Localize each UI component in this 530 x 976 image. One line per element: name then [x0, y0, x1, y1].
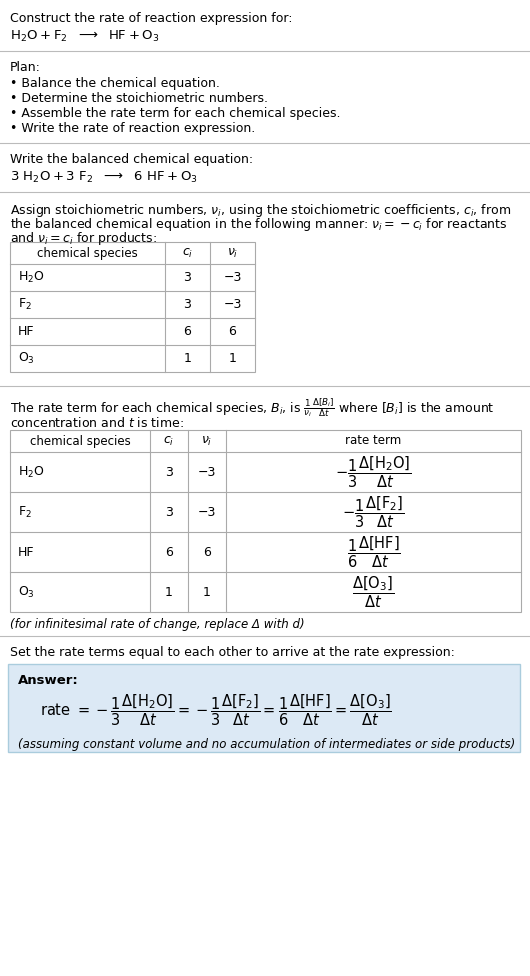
Text: (for infinitesimal rate of change, replace Δ with d): (for infinitesimal rate of change, repla…	[10, 618, 305, 631]
Text: $\mathregular{H_2O + F_2}$  $\longrightarrow$  $\mathregular{HF + O_3}$: $\mathregular{H_2O + F_2}$ $\longrightar…	[10, 29, 160, 44]
Text: and $\nu_i = c_i$ for products:: and $\nu_i = c_i$ for products:	[10, 230, 157, 247]
Text: 3: 3	[183, 271, 191, 284]
Bar	[8, 664, 520, 752]
Text: concentration and $t$ is time:: concentration and $t$ is time:	[10, 416, 184, 430]
Text: −3: −3	[198, 506, 216, 518]
Text: Answer:: Answer:	[18, 674, 79, 687]
Text: Plan:: Plan:	[10, 61, 41, 74]
Text: 3: 3	[165, 466, 173, 478]
Text: chemical species: chemical species	[37, 247, 138, 260]
Text: Construct the rate of reaction expression for:: Construct the rate of reaction expressio…	[10, 12, 293, 25]
Text: $-\dfrac{1}{3}\dfrac{\Delta[\mathrm{H_2O}]}{\Delta t}$: $-\dfrac{1}{3}\dfrac{\Delta[\mathrm{H_2O…	[335, 454, 412, 490]
Text: $\mathregular{F_2}$: $\mathregular{F_2}$	[18, 297, 32, 312]
Text: 3: 3	[165, 506, 173, 518]
Text: $c_i$: $c_i$	[182, 247, 193, 260]
Text: Assign stoichiometric numbers, $\nu_i$, using the stoichiometric coefficients, $: Assign stoichiometric numbers, $\nu_i$, …	[10, 202, 511, 219]
Text: The rate term for each chemical species, $B_i$, is $\frac{1}{\nu_i}\frac{\Delta[: The rate term for each chemical species,…	[10, 396, 494, 419]
Text: • Balance the chemical equation.: • Balance the chemical equation.	[10, 77, 220, 90]
Text: (assuming constant volume and no accumulation of intermediates or side products): (assuming constant volume and no accumul…	[18, 738, 515, 751]
Text: −3: −3	[198, 466, 216, 478]
Text: 1: 1	[183, 352, 191, 365]
Text: 6: 6	[228, 325, 236, 338]
Text: • Determine the stoichiometric numbers.: • Determine the stoichiometric numbers.	[10, 92, 268, 105]
Text: HF: HF	[18, 325, 34, 338]
Text: −3: −3	[223, 271, 242, 284]
Text: $\dfrac{\Delta[\mathrm{O_3}]}{\Delta t}$: $\dfrac{\Delta[\mathrm{O_3}]}{\Delta t}$	[352, 574, 394, 610]
Text: • Write the rate of reaction expression.: • Write the rate of reaction expression.	[10, 122, 255, 135]
Text: −3: −3	[223, 298, 242, 311]
Text: $\dfrac{1}{6}\dfrac{\Delta[\mathrm{HF}]}{\Delta t}$: $\dfrac{1}{6}\dfrac{\Delta[\mathrm{HF}]}…	[347, 534, 401, 570]
Text: $\mathregular{F_2}$: $\mathregular{F_2}$	[18, 505, 32, 519]
Text: 1: 1	[228, 352, 236, 365]
Text: $-\dfrac{1}{3}\dfrac{\Delta[\mathrm{F_2}]}{\Delta t}$: $-\dfrac{1}{3}\dfrac{\Delta[\mathrm{F_2}…	[342, 494, 405, 530]
Text: 1: 1	[203, 586, 211, 598]
Text: HF: HF	[18, 546, 34, 558]
Text: $\mathregular{H_2O}$: $\mathregular{H_2O}$	[18, 465, 45, 479]
Text: 6: 6	[165, 546, 173, 558]
Text: $\mathregular{H_2O}$: $\mathregular{H_2O}$	[18, 270, 45, 285]
Text: chemical species: chemical species	[30, 434, 130, 448]
Text: rate term: rate term	[346, 434, 402, 448]
Bar	[10, 430, 521, 612]
Text: 6: 6	[203, 546, 211, 558]
Text: $c_i$: $c_i$	[163, 434, 174, 448]
Text: 6: 6	[183, 325, 191, 338]
Text: $\mathregular{O_3}$: $\mathregular{O_3}$	[18, 585, 35, 599]
Bar	[10, 242, 255, 372]
Text: the balanced chemical equation in the following manner: $\nu_i = -c_i$ for react: the balanced chemical equation in the fo…	[10, 216, 508, 233]
Text: $\mathregular{O_3}$: $\mathregular{O_3}$	[18, 351, 35, 366]
Text: $\nu_i$: $\nu_i$	[201, 434, 213, 448]
Text: rate $= -\dfrac{1}{3}\dfrac{\Delta[\mathrm{H_2O}]}{\Delta t} = -\dfrac{1}{3}\dfr: rate $= -\dfrac{1}{3}\dfrac{\Delta[\math…	[40, 692, 392, 727]
Text: Write the balanced chemical equation:: Write the balanced chemical equation:	[10, 153, 253, 166]
Text: $\mathregular{3\ H_2O + 3\ F_2}$  $\longrightarrow$  $\mathregular{6\ HF + O_3}$: $\mathregular{3\ H_2O + 3\ F_2}$ $\longr…	[10, 170, 198, 185]
Text: Set the rate terms equal to each other to arrive at the rate expression:: Set the rate terms equal to each other t…	[10, 646, 455, 659]
Text: $\nu_i$: $\nu_i$	[227, 247, 238, 260]
Text: 1: 1	[165, 586, 173, 598]
Text: • Assemble the rate term for each chemical species.: • Assemble the rate term for each chemic…	[10, 107, 340, 120]
Text: 3: 3	[183, 298, 191, 311]
